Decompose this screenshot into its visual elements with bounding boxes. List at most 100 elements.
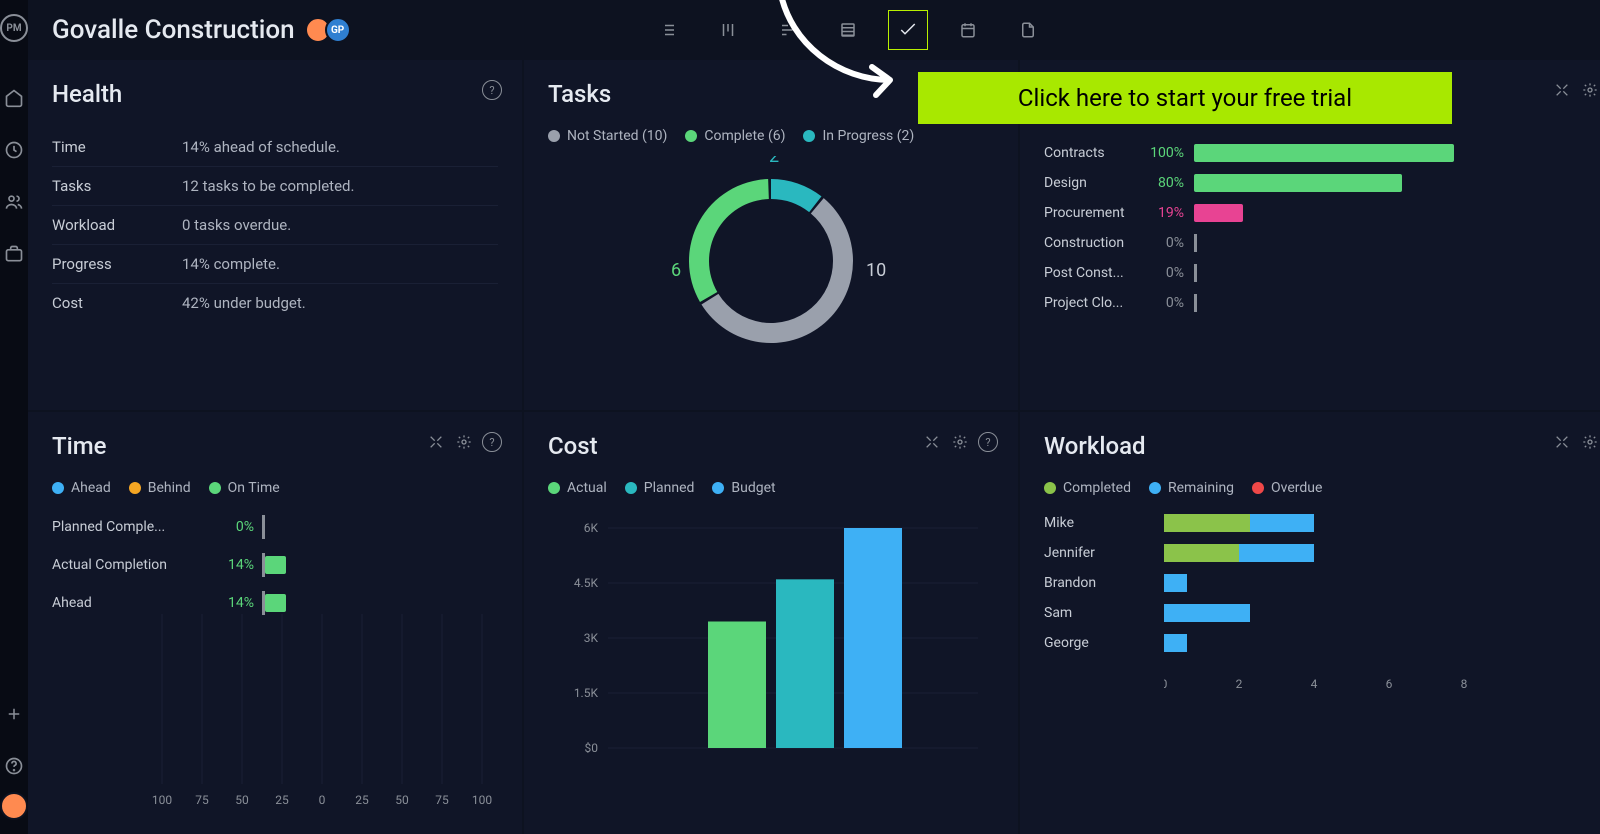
donut-value: 2 bbox=[769, 156, 779, 167]
workload-row: George bbox=[1044, 628, 1600, 658]
expand-icon[interactable] bbox=[1552, 80, 1572, 100]
cost-bar-chart: $01.5K3K4.5K6K bbox=[548, 508, 988, 768]
calendar-view-icon[interactable] bbox=[948, 10, 988, 50]
time-pct: 0% bbox=[212, 519, 262, 535]
legend-dot bbox=[548, 482, 560, 494]
legend-label: Budget bbox=[731, 480, 775, 496]
project-avatars[interactable]: GP bbox=[311, 17, 351, 43]
legend-label: Behind bbox=[148, 480, 191, 496]
users-icon[interactable] bbox=[2, 190, 26, 214]
health-value: 14% ahead of schedule. bbox=[182, 138, 340, 156]
axis-tick: 75 bbox=[195, 793, 209, 807]
legend-item: Budget bbox=[712, 480, 775, 496]
workload-bar bbox=[1164, 604, 1600, 622]
progress-row: Construction 0% bbox=[1044, 228, 1600, 258]
legend-item: Not Started (10) bbox=[548, 128, 667, 144]
health-value: 12 tasks to be completed. bbox=[182, 177, 354, 195]
legend-label: Complete (6) bbox=[704, 128, 785, 144]
donut-value: 6 bbox=[671, 260, 681, 281]
file-view-icon[interactable] bbox=[1008, 10, 1048, 50]
health-value: 0 tasks overdue. bbox=[182, 216, 291, 234]
legend-label: Not Started (10) bbox=[567, 128, 667, 144]
workload-bar bbox=[1164, 634, 1600, 652]
dashboard-grid: Health ? Time14% ahead of schedule.Tasks… bbox=[28, 60, 1600, 834]
workload-bar bbox=[1164, 514, 1600, 532]
help-icon[interactable] bbox=[2, 754, 26, 778]
legend-label: In Progress (2) bbox=[822, 128, 914, 144]
axis-tick: 25 bbox=[275, 793, 289, 807]
app-logo[interactable]: PM bbox=[0, 14, 28, 42]
workload-row: Brandon bbox=[1044, 568, 1600, 598]
legend-item: Overdue bbox=[1252, 480, 1322, 496]
legend-dot bbox=[1044, 482, 1056, 494]
legend-item: Completed bbox=[1044, 480, 1131, 496]
health-row: Tasks12 tasks to be completed. bbox=[52, 167, 498, 206]
gear-icon[interactable] bbox=[454, 432, 474, 452]
progress-label: Project Clo... bbox=[1044, 295, 1144, 311]
time-label: Planned Comple... bbox=[52, 519, 212, 535]
sidebar: PM bbox=[0, 0, 28, 834]
help-icon[interactable]: ? bbox=[978, 432, 998, 452]
project-title: Govalle Construction bbox=[52, 15, 295, 45]
cost-panel: Cost ? ActualPlannedBudget $01.5K3K4.5K6… bbox=[524, 412, 1018, 834]
help-icon[interactable]: ? bbox=[482, 432, 502, 452]
cta-banner[interactable]: Click here to start your free trial bbox=[918, 72, 1452, 124]
briefcase-icon[interactable] bbox=[2, 242, 26, 266]
progress-bar bbox=[1194, 144, 1600, 162]
time-legend: AheadBehindOn Time bbox=[52, 480, 498, 496]
axis-tick: 4 bbox=[1311, 677, 1318, 691]
workload-name: Brandon bbox=[1044, 575, 1164, 591]
board-view-icon[interactable] bbox=[708, 10, 748, 50]
progress-bar bbox=[1194, 204, 1600, 222]
workload-name: Sam bbox=[1044, 605, 1164, 621]
legend-item: On Time bbox=[209, 480, 280, 496]
progress-bar bbox=[1194, 174, 1600, 192]
clock-icon[interactable] bbox=[2, 138, 26, 162]
progress-label: Procurement bbox=[1044, 205, 1144, 221]
list-view-icon[interactable] bbox=[648, 10, 688, 50]
axis-tick: 0 bbox=[1164, 677, 1168, 691]
legend-dot bbox=[803, 130, 815, 142]
axis-label: 4.5K bbox=[574, 576, 599, 590]
progress-pct: 80% bbox=[1144, 175, 1194, 191]
expand-icon[interactable] bbox=[922, 432, 942, 452]
user-avatar[interactable] bbox=[0, 792, 28, 820]
progress-pct: 19% bbox=[1144, 205, 1194, 221]
legend-item: Behind bbox=[129, 480, 191, 496]
legend-dot bbox=[1149, 482, 1161, 494]
legend-label: Remaining bbox=[1168, 480, 1234, 496]
gear-icon[interactable] bbox=[1580, 80, 1600, 100]
workload-row: Mike bbox=[1044, 508, 1600, 538]
axis-tick: 25 bbox=[355, 793, 369, 807]
axis-tick: 8 bbox=[1461, 677, 1468, 691]
time-bar bbox=[262, 556, 498, 574]
legend-dot bbox=[712, 482, 724, 494]
workload-name: Mike bbox=[1044, 515, 1164, 531]
progress-row: Project Clo... 0% bbox=[1044, 288, 1600, 318]
time-row: Planned Comple... 0% bbox=[52, 508, 498, 546]
home-icon[interactable] bbox=[2, 86, 26, 110]
plus-icon[interactable] bbox=[2, 702, 26, 726]
health-label: Time bbox=[52, 138, 182, 156]
legend-item: Actual bbox=[548, 480, 607, 496]
expand-icon[interactable] bbox=[426, 432, 446, 452]
legend-item: Remaining bbox=[1149, 480, 1234, 496]
expand-icon[interactable] bbox=[1552, 432, 1572, 452]
tasks-legend: Not Started (10) Complete (6) In Progress … bbox=[548, 128, 994, 144]
project-avatar[interactable]: GP bbox=[325, 17, 351, 43]
progress-row: Post Const... 0% bbox=[1044, 258, 1600, 288]
axis-tick: 2 bbox=[1236, 677, 1243, 691]
gear-icon[interactable] bbox=[1580, 432, 1600, 452]
gear-icon[interactable] bbox=[950, 432, 970, 452]
cost-bar bbox=[708, 622, 766, 749]
axis-label: 3K bbox=[584, 631, 599, 645]
workload-row: Jennifer bbox=[1044, 538, 1600, 568]
time-bar bbox=[262, 594, 498, 612]
time-row: Actual Completion 14% bbox=[52, 546, 498, 584]
progress-label: Post Const... bbox=[1044, 265, 1144, 281]
help-icon[interactable]: ? bbox=[482, 80, 502, 100]
legend-label: Completed bbox=[1063, 480, 1131, 496]
time-panel: Time ? AheadBehindOn Time Planned Comple… bbox=[28, 412, 522, 834]
workload-name: George bbox=[1044, 635, 1164, 651]
workload-row: Sam bbox=[1044, 598, 1600, 628]
